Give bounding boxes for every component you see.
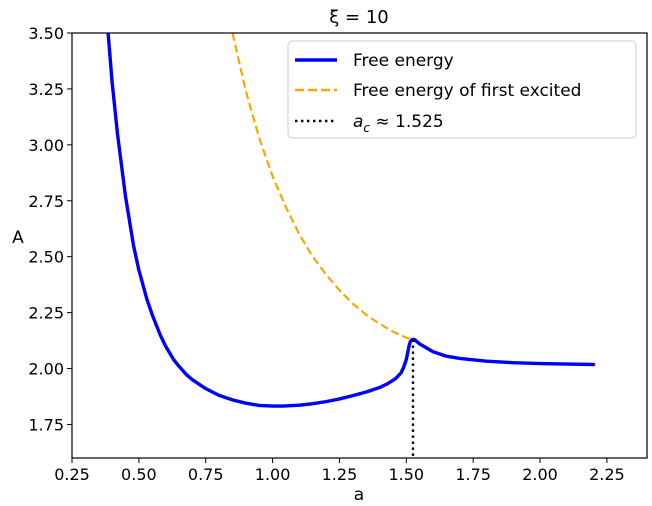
x-axis: 0.25 0.50 0.75 1.00 1.25 1.50 1.75 2.00 2.25 [54,458,625,484]
x-tick-label: 1.75 [455,465,491,484]
y-tick-label: 3.25 [28,80,64,99]
legend-critical-subscript: c [363,121,370,135]
y-tick-label: 3.50 [28,24,64,43]
series-first-excited-line [231,33,414,341]
y-tick-label: 1.75 [28,415,64,434]
legend-critical-value: ≈ 1.525 [370,112,444,132]
x-tick-label: 2.00 [522,465,558,484]
x-tick-label: 1.25 [322,465,358,484]
x-tick-label: 2.25 [589,465,625,484]
y-tick-label: 2.75 [28,192,64,211]
y-tick-label: 2.00 [28,360,64,379]
legend: Free energy Free energy of first excited… [287,40,637,139]
chart-title: ξ = 10 [329,7,388,28]
legend-label-first-excited: Free energy of first excited [353,81,581,101]
legend-box [287,40,637,139]
y-tick-label: 2.50 [28,248,64,267]
legend-critical-symbol: a [353,112,363,132]
legend-label-free-energy: Free energy [353,51,454,71]
x-tick-label: 0.25 [54,465,90,484]
legend-label-critical: ac ≈ 1.525 [353,112,444,135]
y-axis: 1.75 2.00 2.25 2.50 2.75 3.00 3.25 3.50 [28,24,72,434]
y-tick-label: 2.25 [28,304,64,323]
series-free-energy-line [106,33,596,408]
x-tick-label: 0.75 [188,465,224,484]
x-tick-label: 1.50 [388,465,424,484]
y-tick-label: 3.00 [28,136,64,155]
x-tick-label: 0.50 [121,465,157,484]
y-axis-label: A [12,228,24,248]
plot-frame [71,32,648,459]
x-axis-label: a [354,485,364,505]
x-tick-label: 1.00 [255,465,291,484]
series-layer [106,33,596,458]
